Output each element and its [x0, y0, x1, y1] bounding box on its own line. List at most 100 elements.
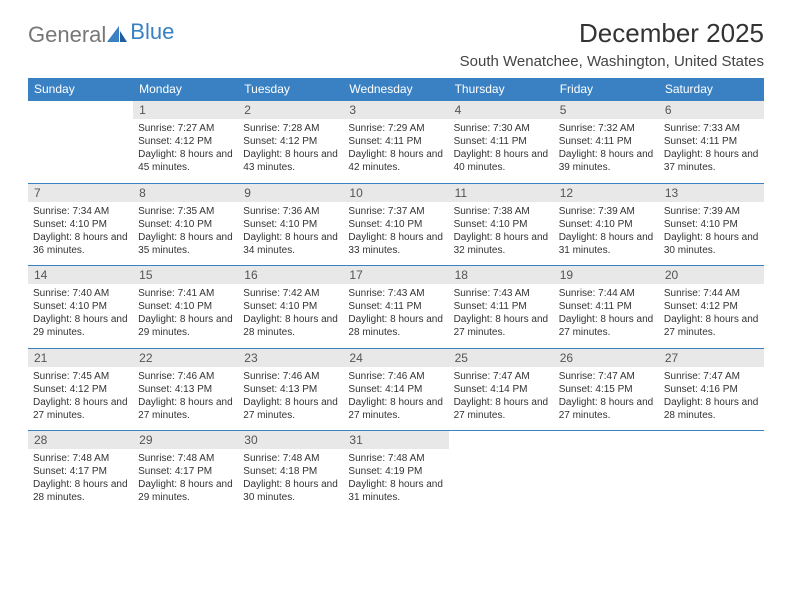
sunrise-text: Sunrise: 7:40 AM — [33, 287, 128, 300]
day-cell: Sunrise: 7:46 AMSunset: 4:13 PMDaylight:… — [133, 367, 238, 431]
day-number: 19 — [554, 266, 659, 285]
sunset-text: Sunset: 4:18 PM — [243, 465, 338, 478]
day-number: 8 — [133, 183, 238, 202]
day-cell: Sunrise: 7:44 AMSunset: 4:12 PMDaylight:… — [659, 284, 764, 348]
daylight-text: Daylight: 8 hours and 29 minutes. — [138, 313, 233, 339]
weekday-header: Saturday — [659, 78, 764, 101]
daylight-text: Daylight: 8 hours and 29 minutes. — [138, 478, 233, 504]
day-number: 24 — [343, 348, 448, 367]
sunrise-text: Sunrise: 7:33 AM — [664, 122, 759, 135]
day-cell: Sunrise: 7:48 AMSunset: 4:17 PMDaylight:… — [133, 449, 238, 513]
sunset-text: Sunset: 4:16 PM — [664, 383, 759, 396]
weekday-header-row: Sunday Monday Tuesday Wednesday Thursday… — [28, 78, 764, 101]
day-number: 6 — [659, 101, 764, 120]
day-number: 21 — [28, 348, 133, 367]
sunrise-text: Sunrise: 7:36 AM — [243, 205, 338, 218]
month-title: December 2025 — [460, 18, 764, 49]
day-cell — [449, 449, 554, 513]
calendar-table: Sunday Monday Tuesday Wednesday Thursday… — [28, 78, 764, 513]
day-content-row: Sunrise: 7:27 AMSunset: 4:12 PMDaylight:… — [28, 119, 764, 183]
day-cell: Sunrise: 7:46 AMSunset: 4:14 PMDaylight:… — [343, 367, 448, 431]
sunset-text: Sunset: 4:11 PM — [348, 300, 443, 313]
sunrise-text: Sunrise: 7:32 AM — [559, 122, 654, 135]
sunset-text: Sunset: 4:10 PM — [33, 218, 128, 231]
day-number — [449, 431, 554, 450]
day-number: 20 — [659, 266, 764, 285]
daylight-text: Daylight: 8 hours and 27 minutes. — [664, 313, 759, 339]
day-cell: Sunrise: 7:30 AMSunset: 4:11 PMDaylight:… — [449, 119, 554, 183]
day-content-row: Sunrise: 7:34 AMSunset: 4:10 PMDaylight:… — [28, 202, 764, 266]
sunrise-text: Sunrise: 7:48 AM — [243, 452, 338, 465]
daylight-text: Daylight: 8 hours and 27 minutes. — [559, 396, 654, 422]
sunset-text: Sunset: 4:12 PM — [243, 135, 338, 148]
day-cell: Sunrise: 7:45 AMSunset: 4:12 PMDaylight:… — [28, 367, 133, 431]
day-number: 23 — [238, 348, 343, 367]
daylight-text: Daylight: 8 hours and 45 minutes. — [138, 148, 233, 174]
day-number — [554, 431, 659, 450]
sunset-text: Sunset: 4:10 PM — [138, 300, 233, 313]
weekday-header: Monday — [133, 78, 238, 101]
daylight-text: Daylight: 8 hours and 28 minutes. — [348, 313, 443, 339]
daylight-text: Daylight: 8 hours and 37 minutes. — [664, 148, 759, 174]
day-cell: Sunrise: 7:35 AMSunset: 4:10 PMDaylight:… — [133, 202, 238, 266]
logo: General Blue — [28, 18, 174, 48]
sunset-text: Sunset: 4:10 PM — [138, 218, 233, 231]
sunset-text: Sunset: 4:11 PM — [454, 135, 549, 148]
daylight-text: Daylight: 8 hours and 43 minutes. — [243, 148, 338, 174]
sunset-text: Sunset: 4:13 PM — [138, 383, 233, 396]
daylight-text: Daylight: 8 hours and 28 minutes. — [33, 478, 128, 504]
day-number: 3 — [343, 101, 448, 120]
day-number: 30 — [238, 431, 343, 450]
sunrise-text: Sunrise: 7:42 AM — [243, 287, 338, 300]
sunrise-text: Sunrise: 7:43 AM — [454, 287, 549, 300]
day-cell: Sunrise: 7:32 AMSunset: 4:11 PMDaylight:… — [554, 119, 659, 183]
sunrise-text: Sunrise: 7:48 AM — [348, 452, 443, 465]
day-number: 1 — [133, 101, 238, 120]
day-number: 13 — [659, 183, 764, 202]
sunset-text: Sunset: 4:11 PM — [559, 135, 654, 148]
sunrise-text: Sunrise: 7:47 AM — [664, 370, 759, 383]
daylight-text: Daylight: 8 hours and 33 minutes. — [348, 231, 443, 257]
day-number-row: 28293031 — [28, 431, 764, 450]
day-cell: Sunrise: 7:34 AMSunset: 4:10 PMDaylight:… — [28, 202, 133, 266]
daylight-text: Daylight: 8 hours and 29 minutes. — [33, 313, 128, 339]
day-content-row: Sunrise: 7:40 AMSunset: 4:10 PMDaylight:… — [28, 284, 764, 348]
day-cell: Sunrise: 7:43 AMSunset: 4:11 PMDaylight:… — [343, 284, 448, 348]
daylight-text: Daylight: 8 hours and 27 minutes. — [33, 396, 128, 422]
day-number: 31 — [343, 431, 448, 450]
daylight-text: Daylight: 8 hours and 27 minutes. — [454, 396, 549, 422]
day-cell: Sunrise: 7:29 AMSunset: 4:11 PMDaylight:… — [343, 119, 448, 183]
daylight-text: Daylight: 8 hours and 27 minutes. — [243, 396, 338, 422]
day-number: 10 — [343, 183, 448, 202]
day-cell: Sunrise: 7:44 AMSunset: 4:11 PMDaylight:… — [554, 284, 659, 348]
day-number: 9 — [238, 183, 343, 202]
sunset-text: Sunset: 4:19 PM — [348, 465, 443, 478]
sunrise-text: Sunrise: 7:41 AM — [138, 287, 233, 300]
day-number: 27 — [659, 348, 764, 367]
daylight-text: Daylight: 8 hours and 27 minutes. — [348, 396, 443, 422]
sunrise-text: Sunrise: 7:27 AM — [138, 122, 233, 135]
sunrise-text: Sunrise: 7:46 AM — [138, 370, 233, 383]
sunset-text: Sunset: 4:11 PM — [559, 300, 654, 313]
day-cell: Sunrise: 7:36 AMSunset: 4:10 PMDaylight:… — [238, 202, 343, 266]
daylight-text: Daylight: 8 hours and 27 minutes. — [559, 313, 654, 339]
sunrise-text: Sunrise: 7:47 AM — [559, 370, 654, 383]
daylight-text: Daylight: 8 hours and 30 minutes. — [664, 231, 759, 257]
day-number-row: 123456 — [28, 101, 764, 120]
sunset-text: Sunset: 4:10 PM — [243, 300, 338, 313]
sunrise-text: Sunrise: 7:38 AM — [454, 205, 549, 218]
sunrise-text: Sunrise: 7:43 AM — [348, 287, 443, 300]
sunrise-text: Sunrise: 7:46 AM — [348, 370, 443, 383]
day-cell — [28, 119, 133, 183]
day-number: 7 — [28, 183, 133, 202]
sunset-text: Sunset: 4:10 PM — [664, 218, 759, 231]
day-number: 15 — [133, 266, 238, 285]
sunset-text: Sunset: 4:17 PM — [33, 465, 128, 478]
day-number — [659, 431, 764, 450]
day-cell: Sunrise: 7:40 AMSunset: 4:10 PMDaylight:… — [28, 284, 133, 348]
sunrise-text: Sunrise: 7:30 AM — [454, 122, 549, 135]
day-number: 17 — [343, 266, 448, 285]
day-cell: Sunrise: 7:47 AMSunset: 4:16 PMDaylight:… — [659, 367, 764, 431]
day-number-row: 78910111213 — [28, 183, 764, 202]
day-number: 4 — [449, 101, 554, 120]
